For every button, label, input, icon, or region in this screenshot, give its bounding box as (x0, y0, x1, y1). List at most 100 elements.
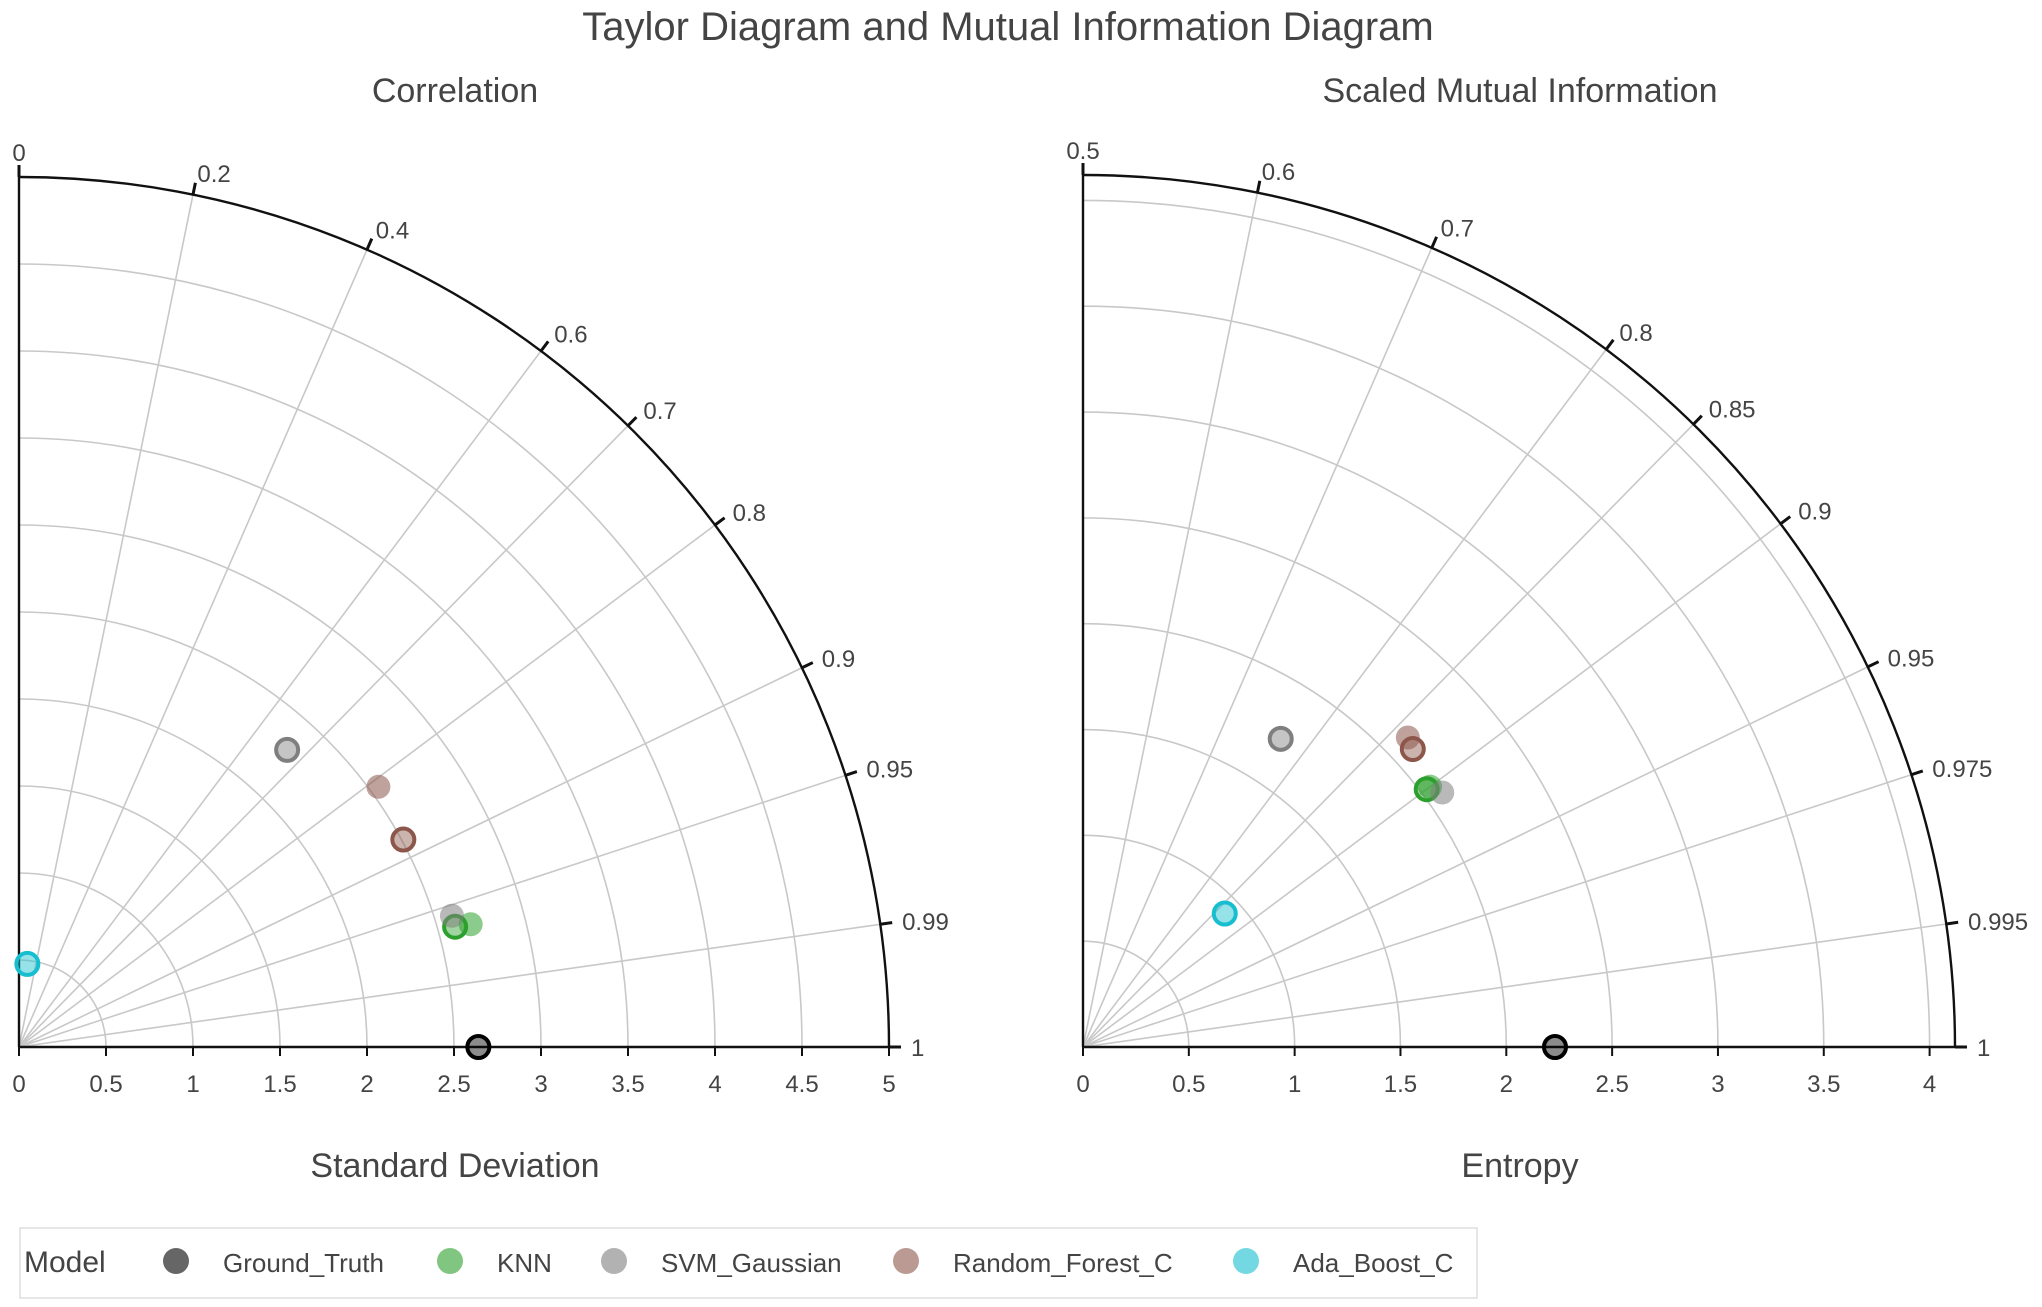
x-tick-label: 3 (1711, 1071, 1724, 1098)
angle-tick (1910, 769, 1924, 777)
grid-ray (1082, 423, 1694, 1048)
x-tick-label: 3.5 (1807, 1071, 1840, 1098)
angle-tick-label: 0.95 (866, 756, 913, 783)
x-tick-label: 0 (12, 1071, 25, 1098)
grid-arc (18, 611, 455, 1048)
angle-tick-label: 0.8 (1619, 320, 1652, 347)
legend-marker (163, 1248, 189, 1274)
x-tick-label: 2 (360, 1071, 373, 1098)
grid-arc (1082, 199, 1931, 1048)
grid-ray (18, 194, 194, 1048)
data-points (1211, 725, 1568, 1060)
point-random-forest-c (390, 826, 417, 853)
grid-arc (18, 698, 368, 1048)
data-points (14, 736, 492, 1060)
axes: 0 0.5 1 1.5 2 2.5 3 3.5 4 4.5 5 0 0.2 0.4 0.6 0.7 0.8 0.9… (12, 140, 948, 1098)
point-svm-gaussian (1267, 725, 1294, 752)
axes: 0 0.5 1 1.5 2 2.5 3 3.5 4 0.5 0.6 0.7 0.8 0.85 0.9 0.95… (1066, 138, 2028, 1098)
legend-item-random-forest-c: Random_Forest_C (893, 1248, 1173, 1278)
angle-tick (880, 921, 893, 926)
x-tick-label: 3 (534, 1071, 547, 1098)
x-tick-label: 0.5 (1172, 1071, 1205, 1098)
angle-tick (1946, 920, 1959, 926)
x-tick-label: 1 (1288, 1071, 1301, 1098)
outer-arc (1082, 173, 1957, 1048)
grid-ray (1082, 666, 1869, 1048)
grid-ray (1082, 192, 1259, 1048)
legend: Model Ground_Truth KNN SVM_Gaussian Random_… (19, 1227, 1478, 1299)
angle-tick-label: 0.5 (1066, 138, 1099, 165)
x-tick-label: 1 (186, 1071, 199, 1098)
grid-ray (18, 350, 542, 1048)
x-tick-label: 3.5 (611, 1071, 644, 1098)
angle-tick-label: 0.99 (902, 909, 949, 936)
angle-tick (365, 238, 374, 251)
grid-arc (1082, 940, 1190, 1048)
point-ground-truth (465, 1034, 492, 1060)
legend-marker (1233, 1248, 1259, 1274)
point-ada-boost-c (14, 950, 41, 977)
angle-tick-label: 0.4 (376, 217, 409, 244)
grid-arc (1082, 411, 1719, 1048)
angle-tick-label: 1 (911, 1035, 924, 1062)
angle-tick (1604, 338, 1615, 351)
x-tick-label: 2.5 (437, 1071, 470, 1098)
outer-arc (18, 175, 891, 1048)
grid-arc (1082, 622, 1508, 1048)
point-ground-truth (1541, 1034, 1568, 1060)
legend-marker (601, 1248, 627, 1274)
angle-tick-label: 0.9 (1798, 499, 1831, 526)
grid-ray (1082, 348, 1607, 1048)
point-svm-gaussian (1430, 780, 1455, 805)
legend-item-ground-truth: Ground_Truth (163, 1248, 384, 1278)
grid-arc (18, 872, 194, 1048)
x-tick-label: 1.5 (263, 1071, 296, 1098)
angle-tick (845, 770, 858, 777)
angle-tick (1867, 660, 1880, 669)
grid-ray (1082, 773, 1912, 1048)
grid-arc (1082, 517, 1613, 1048)
x-tick-label: 0.5 (89, 1071, 122, 1098)
angle-tick (801, 661, 814, 670)
grid-ray (18, 667, 803, 1048)
grid-ray (18, 249, 368, 1048)
angle-tick (191, 182, 197, 195)
point-random-forest-c (1399, 736, 1426, 763)
x-tick-label: 4.5 (785, 1071, 818, 1098)
legend-item-knn: KNN (437, 1248, 552, 1278)
angle-tick (626, 416, 638, 427)
angle-tick-label: 0.6 (554, 321, 587, 348)
x-tick-label: 0 (1076, 1071, 1089, 1098)
legend-item-ada-boost-c: Ada_Boost_C (1233, 1248, 1453, 1278)
grid (1082, 192, 1947, 1048)
grid-ray (1082, 923, 1947, 1048)
x-axis-label: Standard Deviation (310, 1147, 599, 1185)
taylor-diagram: Correlation Standard Deviation 0 0.5 1 1.5 2… (12, 72, 948, 1185)
chart-title: Scaled Mutual Information (1323, 72, 1718, 110)
angle-tick (539, 340, 550, 352)
legend-label: KNN (497, 1248, 552, 1278)
mutual-information-diagram: Scaled Mutual Information Entropy 0 0.5 1 1… (1066, 72, 2028, 1185)
grid-arc (18, 437, 629, 1048)
point-svm-gaussian (439, 903, 464, 928)
legend-label: SVM_Gaussian (661, 1248, 842, 1278)
x-tick-label: 2.5 (1595, 1071, 1628, 1098)
chart-title: Correlation (372, 72, 538, 110)
angle-tick (1692, 414, 1703, 426)
x-tick-label: 2 (1500, 1071, 1513, 1098)
angle-tick-label: 0.7 (1441, 216, 1474, 243)
grid-arc (18, 524, 542, 1048)
angle-tick (1779, 515, 1792, 525)
angle-tick-label: 0.975 (1932, 756, 1992, 783)
legend-label: Random_Forest_C (953, 1248, 1173, 1278)
grid-ray (18, 425, 629, 1048)
point-random-forest-c (366, 774, 391, 799)
grid-arc (1082, 834, 1296, 1048)
grid-arc (18, 785, 281, 1048)
legend-item-svm-gaussian: SVM_Gaussian (601, 1248, 842, 1278)
point-svm-gaussian (274, 736, 301, 763)
point-ada-boost-c (1211, 900, 1238, 927)
legend-label: Ground_Truth (223, 1248, 384, 1278)
angle-tick-label: 0.85 (1709, 397, 1756, 424)
angle-tick (1255, 180, 1262, 193)
